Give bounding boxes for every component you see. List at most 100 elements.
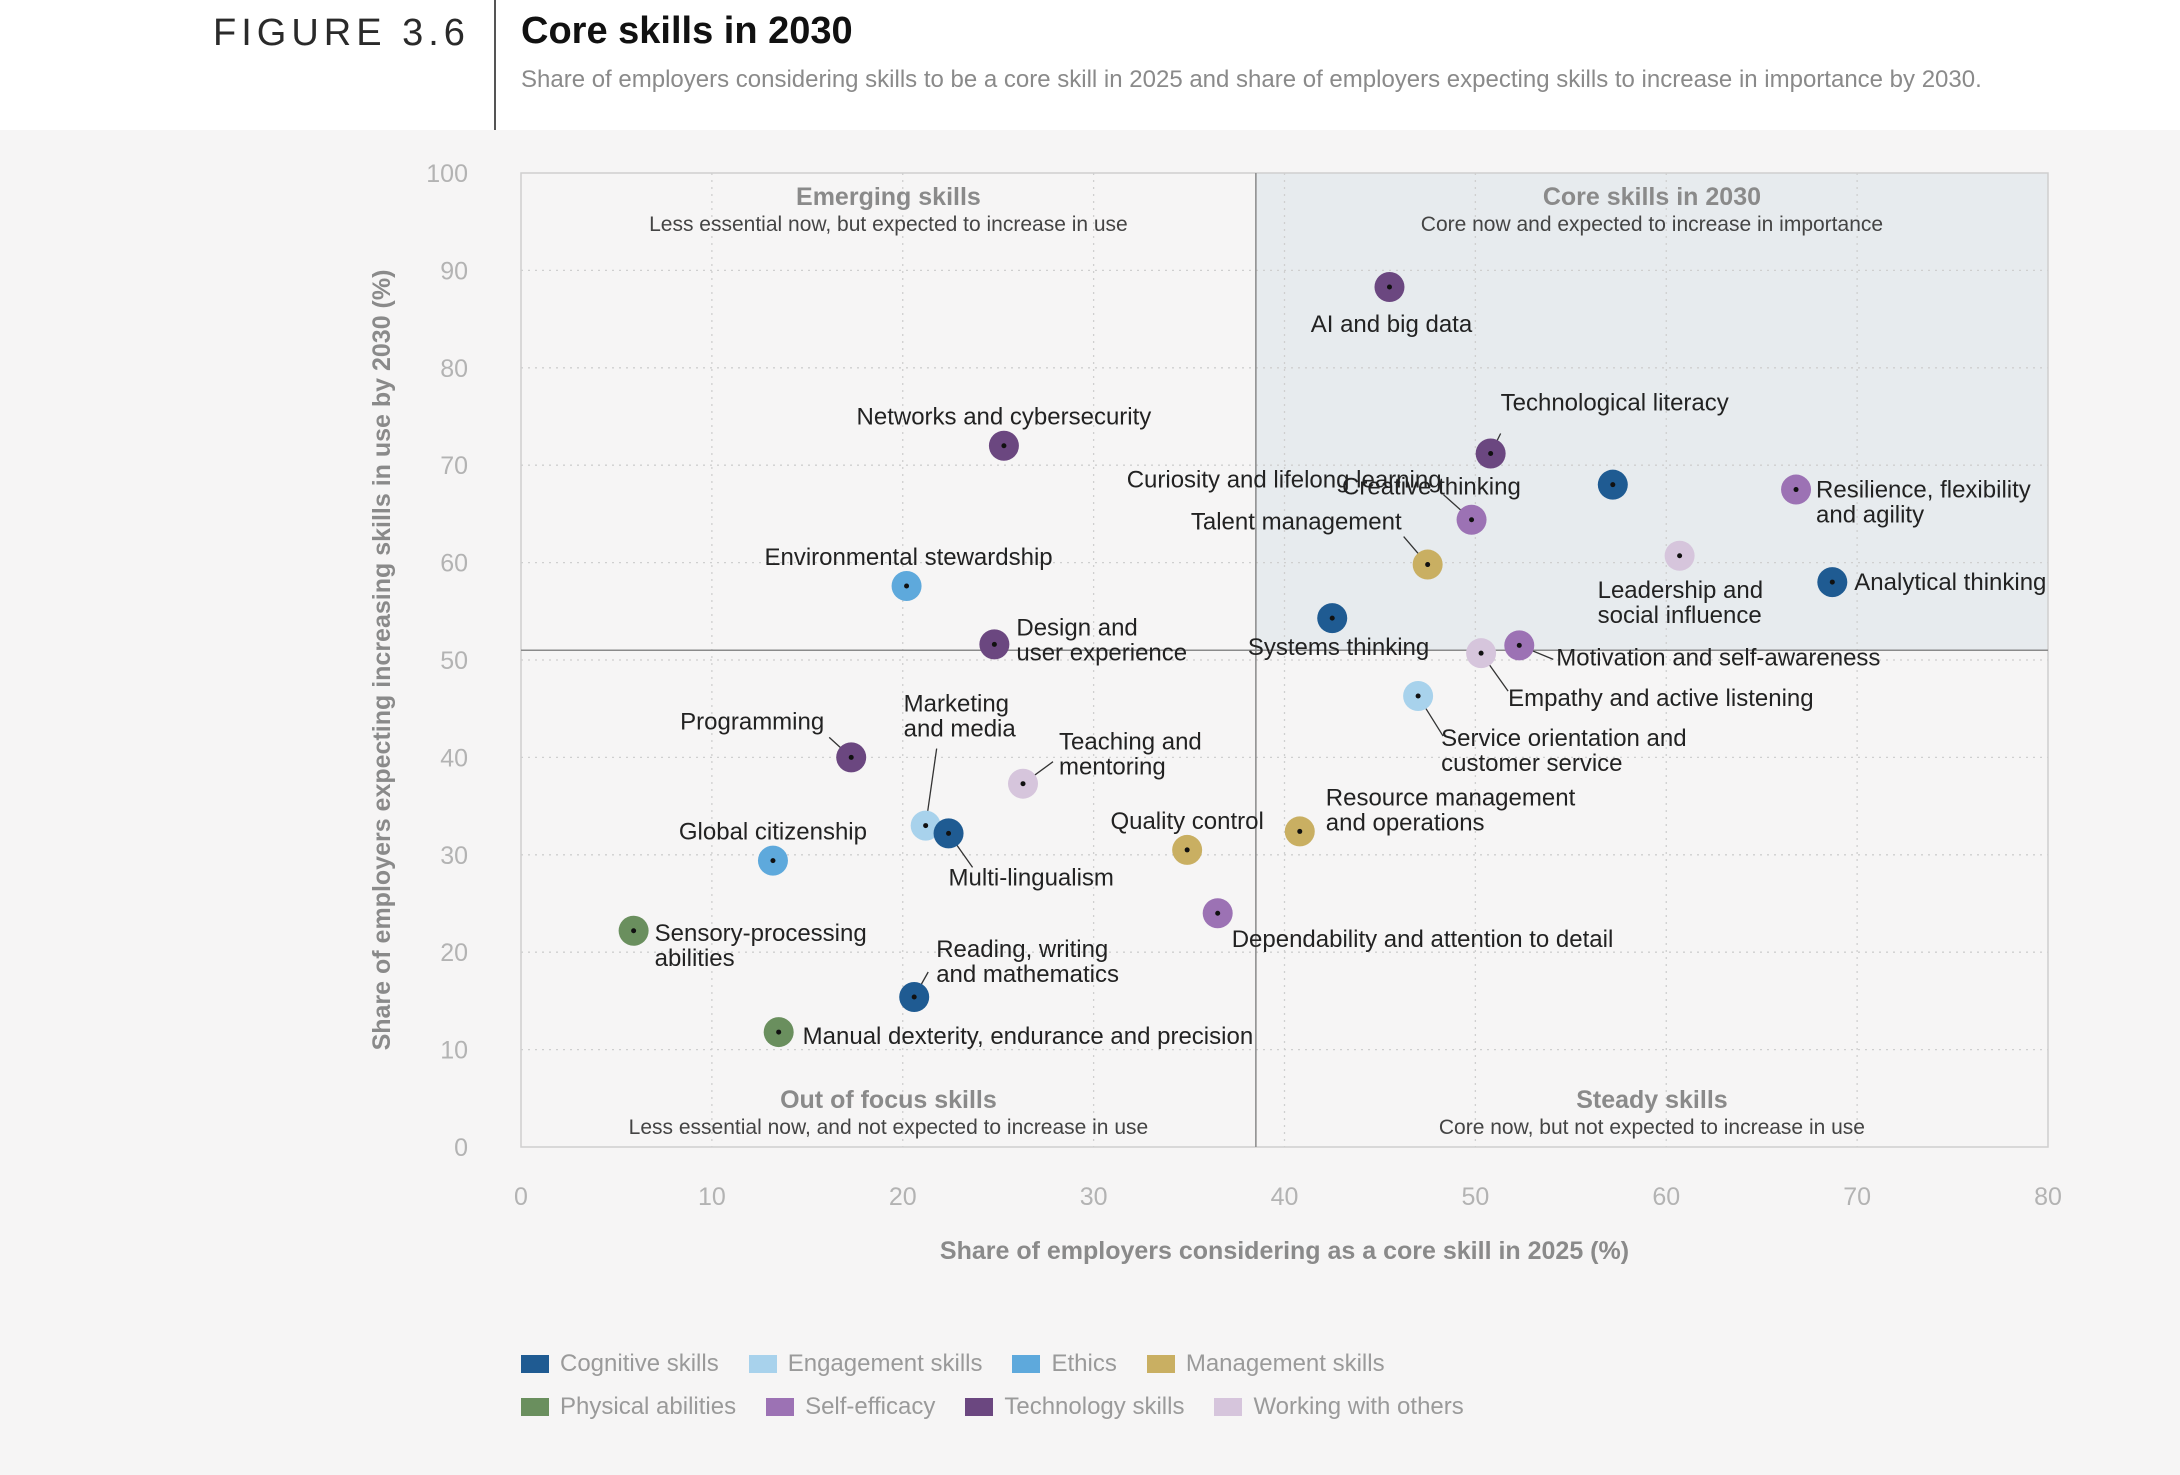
data-point-center	[1488, 451, 1494, 457]
point-label-22: Dependability and attention to detail	[1232, 926, 1614, 953]
y-tick-label: 20	[440, 939, 468, 967]
data-point-center	[923, 823, 929, 829]
legend-label: Technology skills	[1004, 1392, 1185, 1420]
point-label-19: Global citizenship	[679, 819, 867, 846]
data-point-center	[776, 1029, 782, 1035]
y-axis-title: Share of employers expecting increasing …	[368, 270, 396, 1051]
data-point-center	[904, 583, 910, 589]
legend-swatch	[1146, 1354, 1175, 1373]
point-label-16: Teaching and mentoring	[1059, 729, 1202, 781]
data-point-center	[1469, 517, 1475, 523]
point-label-line: social influence	[1598, 602, 1762, 629]
header-divider	[494, 0, 496, 130]
data-point-center	[1020, 781, 1026, 787]
quadrant-title-outfocus: Out of focus skills	[780, 1086, 997, 1114]
point-label-line: and operations	[1326, 809, 1485, 836]
point-label-24: Reading, writing and mathematics	[936, 936, 1119, 988]
quadrant-desc-steady: Core now, but not expected to increase i…	[1439, 1116, 1865, 1139]
legend-swatch	[1214, 1397, 1243, 1416]
y-tick-label: 10	[440, 1037, 468, 1065]
scatter-chart: 0 10 20 30 40 50 60 70 80 90 100 0 10 20 30 40 50 60 70 80 S…	[368, 160, 2062, 1265]
y-tick-label: 90	[440, 257, 468, 285]
legend-label: Engagement skills	[787, 1349, 983, 1377]
data-point-center	[1425, 562, 1431, 568]
data-point-center	[1610, 482, 1616, 488]
x-tick-label: 10	[698, 1183, 726, 1211]
data-point-center	[1001, 443, 1007, 449]
quadrant-desc-outfocus: Less essential now, and not expected to …	[629, 1116, 1149, 1139]
legend-swatch	[965, 1397, 994, 1416]
legend-swatch	[521, 1354, 549, 1373]
x-tick-label: 50	[1461, 1183, 1489, 1211]
point-label-12: Networks and cybersecurity	[857, 404, 1152, 431]
y-tick-label: 100	[426, 160, 468, 188]
y-tick-label: 80	[440, 355, 468, 383]
figure-label: FIGURE 3.6	[213, 12, 470, 54]
point-label-9: Motivation and self-awareness	[1556, 644, 1880, 671]
point-label-line: and agility	[1816, 502, 1924, 529]
data-point-center	[991, 641, 997, 647]
x-tick-label: 80	[2034, 1183, 2062, 1211]
point-label-25: Manual dexterity, endurance and precisio…	[803, 1023, 1254, 1050]
legend-label: Ethics	[1051, 1349, 1117, 1377]
data-point-center	[1386, 284, 1392, 290]
data-point-center	[770, 858, 776, 864]
point-label-4: Curiosity and lifelong learning	[1127, 467, 1442, 494]
x-tick-label: 60	[1652, 1183, 1680, 1211]
x-tick-label: 40	[1271, 1183, 1299, 1211]
point-label-17: Marketing and media	[904, 691, 1017, 743]
legend-item: Self-efficacy	[766, 1393, 935, 1421]
y-tick-label: 30	[440, 842, 468, 870]
point-label-20: Quality control	[1110, 808, 1263, 835]
x-axis-title: Share of employers considering as a core…	[940, 1237, 1629, 1265]
point-label-line: abilities	[655, 945, 735, 972]
legend-swatch	[748, 1354, 777, 1373]
x-tick-label: 30	[1080, 1183, 1108, 1211]
legend-row: Physical abilities Self-efficacy Technolog…	[521, 1385, 1621, 1428]
point-label-0: AI and big data	[1311, 311, 1473, 338]
y-tick-label: 0	[454, 1134, 468, 1162]
y-tick-label: 40	[440, 744, 468, 772]
point-label-line: and media	[904, 716, 1017, 743]
data-point-center	[1793, 487, 1799, 493]
quadrant-title-core: Core skills in 2030	[1543, 183, 1761, 211]
legend-swatch	[766, 1397, 795, 1416]
y-tick-label: 70	[440, 452, 468, 480]
x-tick-label: 70	[1843, 1183, 1871, 1211]
plot-frame	[520, 172, 2049, 1148]
data-point-center	[848, 754, 854, 760]
legend-item: Engagement skills	[748, 1349, 983, 1378]
point-label-5: Talent management	[1191, 509, 1402, 536]
legend-item: Technology skills	[965, 1393, 1184, 1421]
legend-label: Cognitive skills	[560, 1349, 719, 1377]
point-label-line: user experience	[1016, 639, 1187, 666]
quadrant-title-steady: Steady skills	[1576, 1086, 1727, 1114]
data-point-center	[1415, 693, 1421, 699]
point-label-10: Empathy and active listening	[1508, 685, 1814, 712]
point-label-line: and mathematics	[936, 961, 1119, 988]
data-point-center	[1329, 615, 1335, 621]
point-label-13: Environmental stewardship	[764, 544, 1052, 571]
x-tick-label: 0	[514, 1183, 528, 1211]
legend-row: Cognitive skills Engagement skills Ethics M…	[521, 1342, 1621, 1385]
figure-header: FIGURE 3.6 Core skills in 2030 Share of …	[0, 0, 2180, 130]
point-label-14: Design and user experience	[1016, 614, 1187, 666]
legend-label: Self-efficacy	[805, 1392, 936, 1420]
quadrant-desc-core: Core now and expected to increase in imp…	[1421, 213, 1883, 236]
point-label-line: mentoring	[1059, 754, 1166, 781]
point-label-line: customer service	[1441, 750, 1622, 777]
data-point-center	[1184, 847, 1190, 853]
quadrant-desc-emerging: Less essential now, but expected to incr…	[649, 213, 1128, 236]
data-point-center	[1297, 828, 1303, 834]
data-point-center	[1215, 910, 1221, 916]
quadrant-title-emerging: Emerging skills	[796, 183, 981, 211]
data-point-center	[946, 830, 952, 836]
data-point-center	[1478, 650, 1484, 656]
figure-title: Core skills in 2030	[521, 10, 853, 52]
data-point-center	[1516, 642, 1522, 648]
point-label-6: Leadership and social influence	[1598, 577, 1763, 629]
legend-label: Physical abilities	[560, 1392, 737, 1420]
x-tick-label: 20	[889, 1183, 917, 1211]
legend-swatch	[1012, 1354, 1041, 1373]
point-label-8: Systems thinking	[1248, 634, 1429, 661]
